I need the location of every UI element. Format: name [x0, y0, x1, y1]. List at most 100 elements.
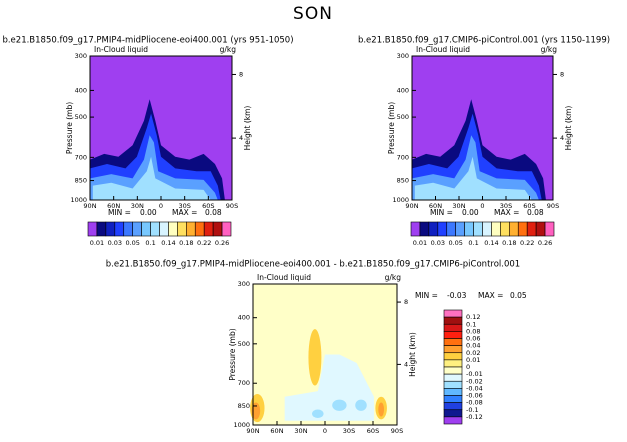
y-tick-label: 300: [238, 280, 250, 288]
variable-label: In-Cloud liquid: [416, 45, 470, 54]
field-contour: [412, 135, 539, 200]
colorbar-box: [419, 221, 430, 237]
field-contour: [308, 329, 322, 386]
colorbar-label: 0.14: [161, 239, 175, 247]
colorbar-box: [410, 221, 421, 237]
colorbar-label: 0.05: [125, 239, 139, 247]
stat-min: -0.03: [447, 291, 467, 300]
field-contour: [251, 402, 261, 420]
colorbar-label: -0.06: [466, 392, 483, 400]
colorbar-label: 0.01: [90, 239, 104, 247]
colorbar-label: 0.03: [431, 239, 445, 247]
colorbar-box: [159, 221, 169, 237]
y-axis-label: Pressure (mb): [387, 102, 396, 154]
colorbar-label: 0.1: [468, 239, 478, 247]
panel-title: b.e21.B1850.f09_g17.PMIP4-midPliocene-eo…: [106, 260, 520, 270]
x-tick-label: 0: [480, 202, 484, 210]
field-contour: [355, 399, 367, 411]
colorbar-label: 0.03: [108, 239, 122, 247]
variable-label: In-Cloud liquid: [94, 45, 148, 54]
colorbar-box: [105, 221, 116, 237]
y-tick-label: 700: [75, 153, 87, 161]
y-tick-label: 700: [397, 153, 409, 161]
colorbar-box: [443, 402, 463, 411]
x-tick-label: 90S: [226, 202, 238, 210]
stat-min: 0.00: [462, 208, 479, 217]
colorbar-box: [526, 221, 537, 237]
y-tick-label: 400: [238, 314, 250, 322]
colorbar-label: 0.1: [466, 320, 476, 328]
colorbar-label: 0.01: [413, 239, 427, 247]
colorbar-box: [123, 221, 133, 237]
colorbar-box: [221, 221, 232, 237]
x-tick-label: 30N: [131, 202, 144, 210]
field-contour: [90, 135, 218, 200]
colorbar-label: -0.02: [466, 377, 483, 385]
colorbar-box: [443, 359, 463, 368]
colorbar-box: [500, 221, 510, 237]
stat-max: 0.08: [527, 208, 544, 217]
colorbar-label: 0.14: [484, 239, 498, 247]
colorbar-label: 0.01: [466, 356, 480, 364]
y2-tick-label: 4: [404, 360, 408, 368]
y-tick-label: 1000: [70, 196, 87, 204]
stat-max-label: MAX =: [172, 208, 197, 217]
x-tick-label: 0: [159, 202, 163, 210]
colorbar-box: [194, 221, 205, 237]
field-contour: [414, 156, 532, 200]
x-tick-label: 30S: [343, 427, 355, 435]
y-tick-label: 1000: [392, 196, 409, 204]
x-tick-label: 30S: [500, 202, 512, 210]
x-tick-label: 30N: [294, 427, 307, 435]
colorbar-box: [443, 352, 463, 361]
colorbar-box: [132, 221, 142, 237]
colorbar-box: [96, 221, 107, 237]
x-tick-label: 60S: [367, 427, 379, 435]
colorbar-label: 0.1: [145, 239, 155, 247]
field-contour: [284, 354, 374, 421]
colorbar-label: -0.01: [466, 370, 483, 378]
colorbar-box: [544, 221, 555, 237]
colorbar-label: 0.26: [215, 239, 229, 247]
x-tick-label: 60N: [107, 202, 120, 210]
y2-tick-label: 8: [404, 298, 408, 306]
colorbar-label: 0.12: [466, 313, 480, 321]
colorbar-label: 0.18: [179, 239, 193, 247]
y2-axis-label: Height (km): [243, 106, 252, 151]
field-contour: [312, 409, 324, 418]
y-axis-label: Pressure (mb): [65, 102, 74, 154]
figure-title: SON: [293, 4, 333, 24]
y-tick-label: 700: [238, 379, 250, 387]
y2-axis-label: Height (km): [408, 332, 417, 377]
colorbar-label: 0.05: [448, 239, 462, 247]
colorbar-box: [443, 416, 463, 425]
x-tick-label: 60N: [270, 427, 283, 435]
colorbar-box: [87, 221, 98, 237]
colorbar-box: [428, 221, 439, 237]
colorbar-box: [473, 221, 483, 237]
y-tick-label: 500: [238, 340, 250, 348]
colorbar-box: [535, 221, 546, 237]
stat-max-label: MAX =: [478, 291, 503, 300]
y2-tick-label: 4: [239, 134, 243, 142]
x-tick-label: 60S: [202, 202, 214, 210]
colorbar-box: [443, 323, 463, 332]
colorbar-label: 0.06: [466, 335, 480, 343]
x-tick-label: 90N: [83, 202, 96, 210]
field-contour: [92, 156, 211, 200]
x-tick-label: 90S: [391, 427, 403, 435]
colorbar-box: [186, 221, 196, 237]
colorbar-box: [443, 338, 463, 346]
colorbar-box: [443, 316, 463, 325]
stat-min-label: MIN =: [430, 208, 453, 217]
colorbar-box: [150, 221, 160, 237]
colorbar-label: 0: [466, 363, 470, 371]
panel-title: b.e21.B1850.f09_g17.PMIP4-midPliocene-eo…: [2, 36, 293, 46]
colorbar-box: [443, 345, 463, 354]
colorbar-box: [168, 221, 178, 237]
colorbar-box: [446, 221, 456, 237]
x-tick-label: 60N: [429, 202, 442, 210]
colorbar-box: [141, 221, 151, 237]
colorbar-box: [443, 366, 463, 375]
y-tick-label: 400: [75, 86, 87, 94]
